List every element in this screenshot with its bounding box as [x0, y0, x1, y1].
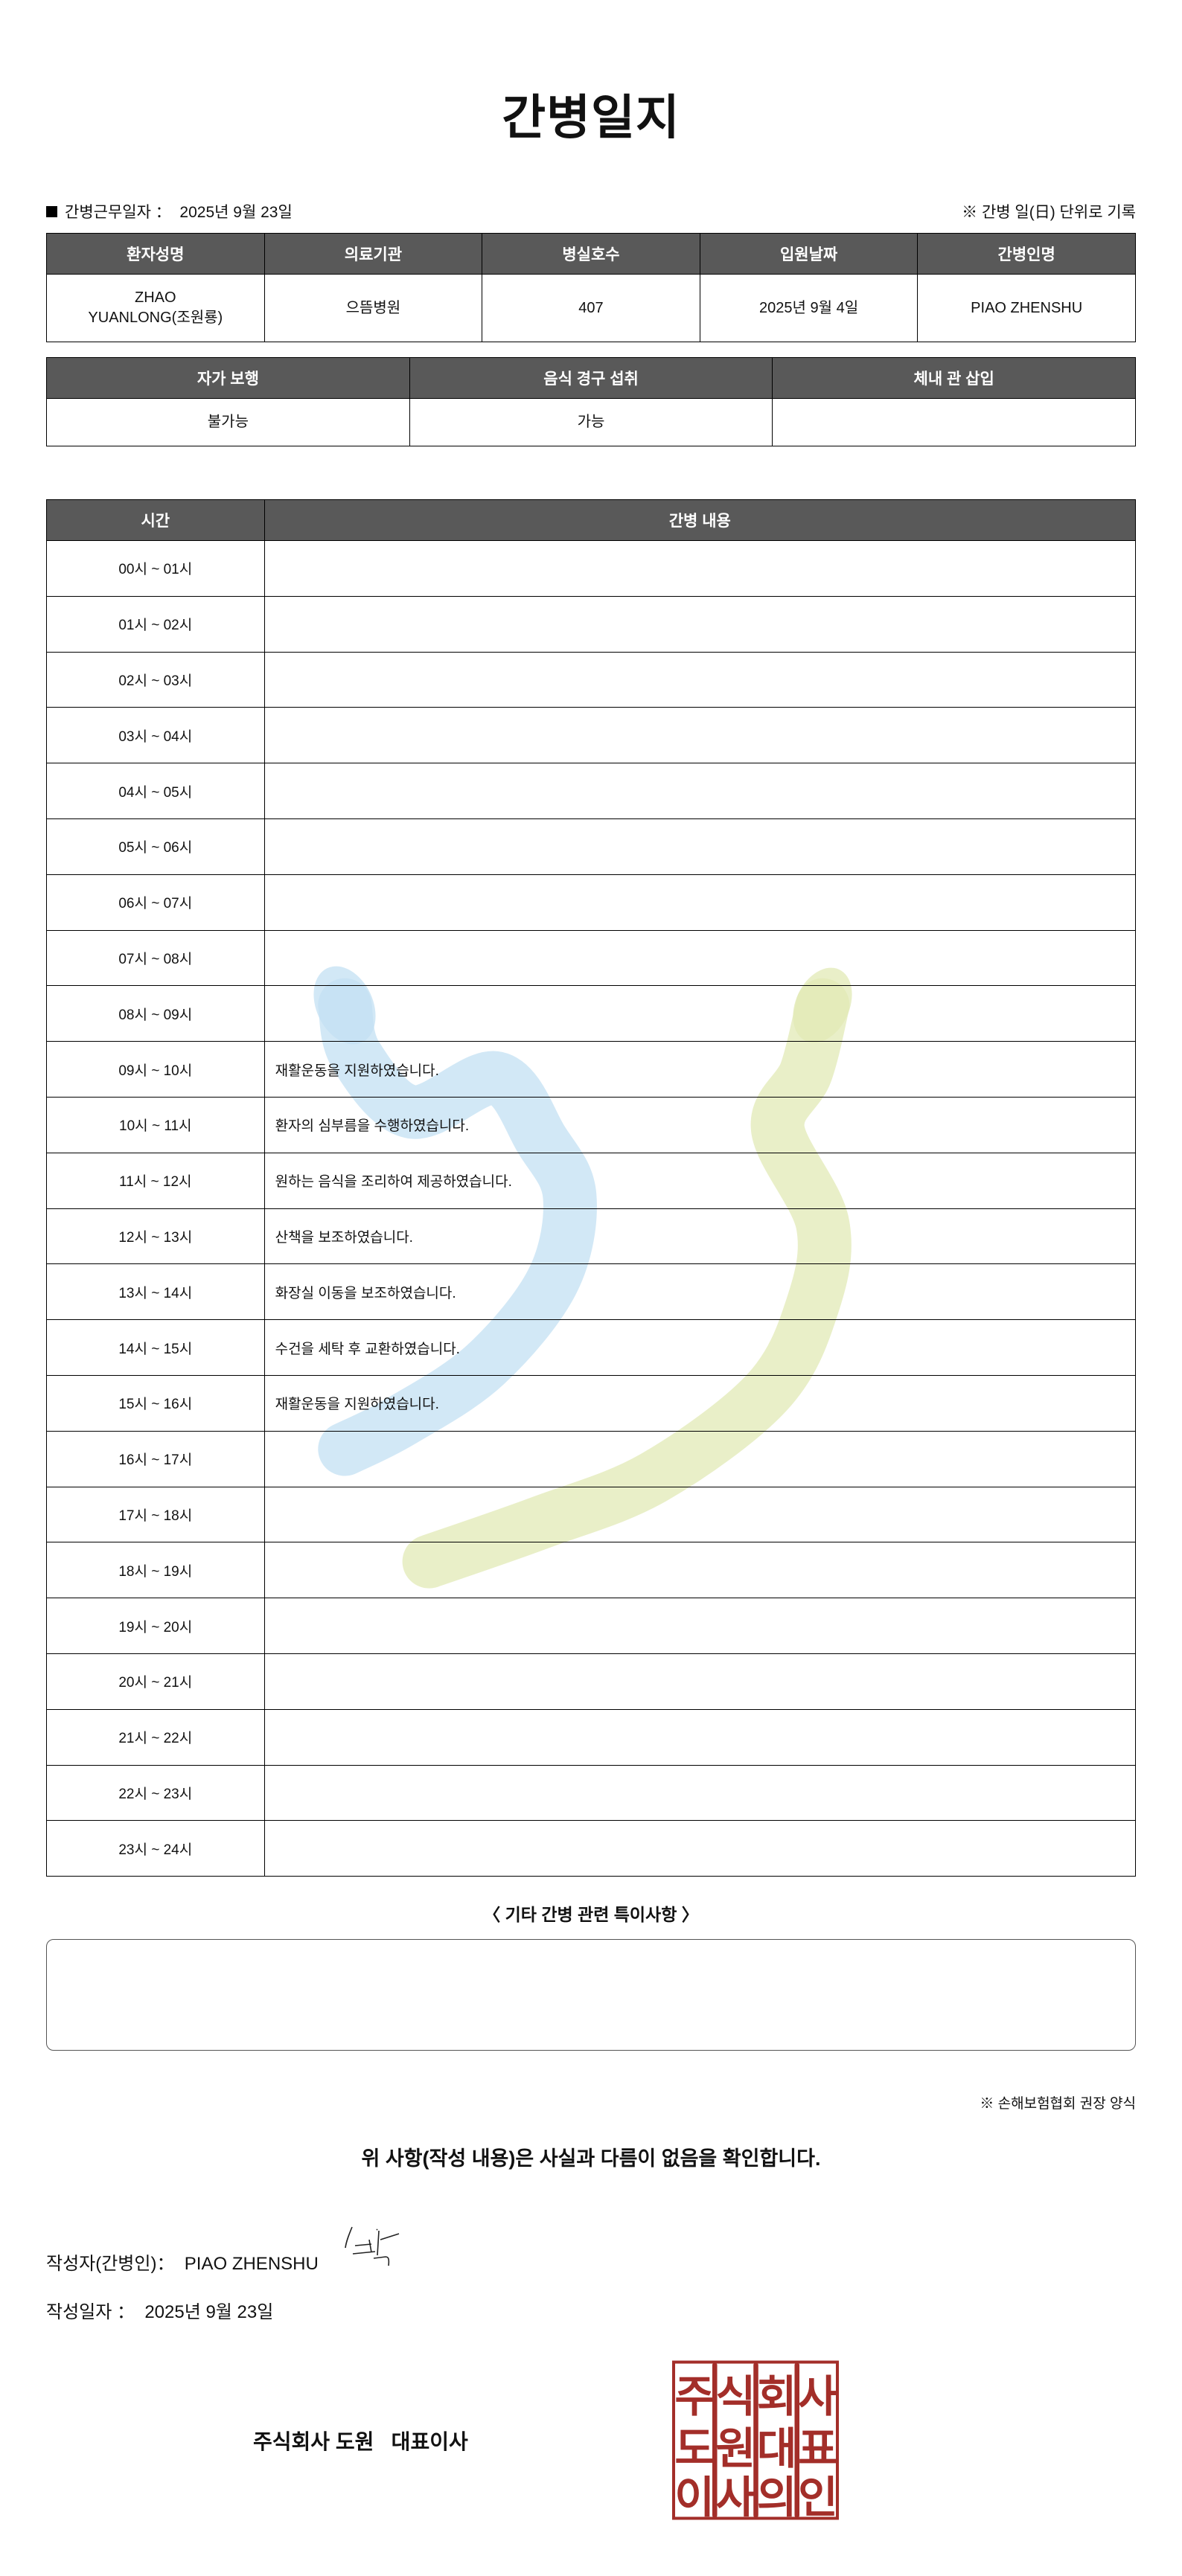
svg-text:표: 표	[798, 2425, 838, 2473]
svg-text:도: 도	[674, 2425, 715, 2473]
svg-text:사: 사	[716, 2474, 756, 2522]
svg-text:식: 식	[716, 2373, 756, 2421]
svg-text:회: 회	[757, 2373, 797, 2421]
svg-text:이: 이	[674, 2474, 715, 2522]
svg-text:대: 대	[757, 2425, 797, 2473]
svg-text:인: 인	[798, 2474, 838, 2522]
svg-text:주: 주	[674, 2373, 715, 2421]
svg-text:원: 원	[716, 2425, 756, 2473]
svg-text:사: 사	[798, 2373, 838, 2421]
svg-text:의: 의	[757, 2474, 797, 2522]
